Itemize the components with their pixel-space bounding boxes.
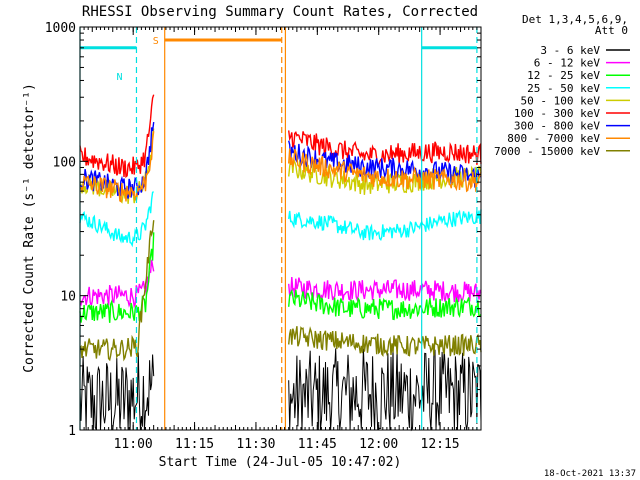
legend-entry-label: 3 - 6 keV xyxy=(540,44,600,57)
series-line xyxy=(79,191,482,248)
legend-header-line: Att 0 xyxy=(595,24,628,37)
flag-n-label: N xyxy=(116,72,122,83)
y-tick-label: 1000 xyxy=(45,21,76,36)
series-line xyxy=(79,131,482,203)
chart-title: RHESSI Observing Summary Count Rates, Co… xyxy=(82,4,478,20)
legend-entry-label: 6 - 12 keV xyxy=(534,57,601,70)
legend-entry-label: 800 - 7000 keV xyxy=(507,132,600,145)
legend-entry-label: 300 - 800 keV xyxy=(514,120,600,133)
x-tick-label: 12:00 xyxy=(359,437,398,452)
legend-entry-label: 100 - 300 keV xyxy=(514,107,600,120)
legend-entry-label: 50 - 100 keV xyxy=(521,94,601,107)
legend-entry-label: 25 - 50 keV xyxy=(527,82,600,95)
x-tick-label: 11:00 xyxy=(114,437,153,452)
x-tick-label: 11:15 xyxy=(175,437,214,452)
legend-header-line: Det 1,3,4,5,6,9, xyxy=(522,13,628,26)
x-tick-label: 11:30 xyxy=(236,437,275,452)
series-line xyxy=(79,259,482,309)
y-axis-label: Corrected Count Rate (s⁻¹ detector⁻¹) xyxy=(22,83,37,373)
legend-entry-label: 12 - 25 keV xyxy=(527,69,600,82)
y-tick-label: 1 xyxy=(68,424,76,439)
x-tick-label: 12:15 xyxy=(421,437,460,452)
y-tick-label: 10 xyxy=(60,290,76,305)
axes-layer: 1 10 100 1000 11:00 11:15 11:30 11:45 12:00 12:15 xyxy=(45,21,482,452)
flag-s-label: S xyxy=(153,36,159,47)
series-layer xyxy=(79,94,482,432)
legend-header: Det 1,3,4,5,6,9,Att 0 xyxy=(522,13,628,37)
series-line xyxy=(79,220,482,362)
footer-timestamp: 18-Oct-2021 13:37 xyxy=(544,469,636,479)
x-axis-label: Start Time (24-Jul-05 10:47:02) xyxy=(159,455,402,470)
x-tick-label: 11:45 xyxy=(298,437,337,452)
y-tick-label: 100 xyxy=(53,155,76,170)
series-line xyxy=(79,94,482,179)
legend-entry-label: 7000 - 15000 keV xyxy=(494,145,600,158)
